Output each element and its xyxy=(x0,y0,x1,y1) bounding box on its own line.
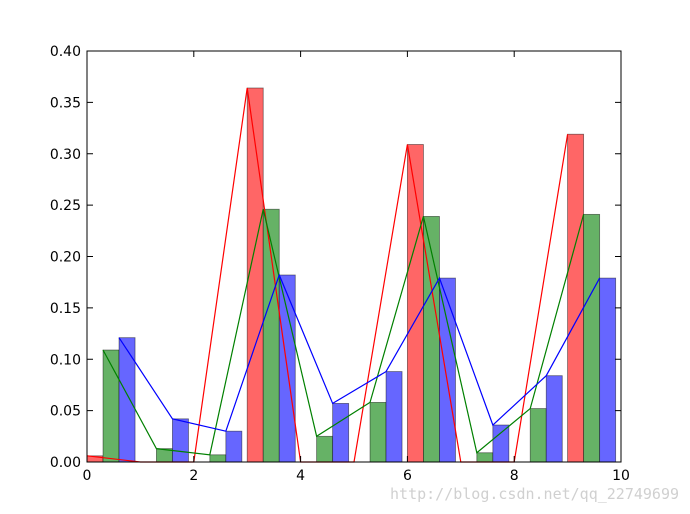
y-tick-label: 0.35 xyxy=(50,95,81,111)
blue-bar-5 xyxy=(385,371,403,463)
green-bar-0 xyxy=(102,349,120,463)
watermark-text: http://blog.csdn.net/qq_22749699 xyxy=(390,485,679,503)
red-series-line xyxy=(86,87,569,463)
green-series-line xyxy=(102,209,585,456)
blue-bar-2 xyxy=(225,430,243,463)
blue-bar-9 xyxy=(599,277,617,463)
x-axis-ticks: 0 2 4 6 8 10 xyxy=(83,51,630,484)
y-axis-ticks: 0.00 0.05 0.10 0.15 0.20 0.25 0.30 0.35 0.40 xyxy=(50,44,621,471)
x-tick-label: 6 xyxy=(403,468,412,484)
green-bar-7 xyxy=(476,452,494,463)
blue-bar-4 xyxy=(332,403,350,463)
blue-series-line xyxy=(118,273,601,432)
x-tick-label: 0 xyxy=(83,468,92,484)
blue-bar-1 xyxy=(172,418,189,463)
y-tick-label: 0.40 xyxy=(50,44,81,60)
green-bar-3 xyxy=(262,208,280,463)
x-tick-label: 8 xyxy=(510,468,519,484)
y-tick-label: 0.20 xyxy=(50,250,81,266)
y-tick-label: 0.15 xyxy=(50,301,81,317)
plot-frame xyxy=(86,50,622,463)
x-tick-label: 10 xyxy=(612,468,630,484)
red-bar-3 xyxy=(567,133,585,463)
blue-bar-6 xyxy=(439,277,456,463)
y-tick-label: 0.30 xyxy=(50,147,81,163)
y-tick-label: 0.10 xyxy=(50,352,81,368)
green-bar-5 xyxy=(369,402,387,463)
blue-bar-7 xyxy=(492,424,510,463)
blue-bar-8 xyxy=(545,375,563,463)
blue-bar-0 xyxy=(118,337,136,463)
y-tick-label: 0.25 xyxy=(50,198,81,214)
bars-layer xyxy=(86,87,617,463)
green-bar-9 xyxy=(583,213,601,463)
y-tick-label: 0.05 xyxy=(50,404,81,420)
green-bar-4 xyxy=(316,435,334,463)
x-tick-label: 4 xyxy=(296,468,305,484)
green-bar-8 xyxy=(529,408,547,463)
green-bar-2 xyxy=(209,454,227,463)
x-tick-label: 2 xyxy=(189,468,198,484)
y-tick-label: 0.00 xyxy=(50,455,81,471)
